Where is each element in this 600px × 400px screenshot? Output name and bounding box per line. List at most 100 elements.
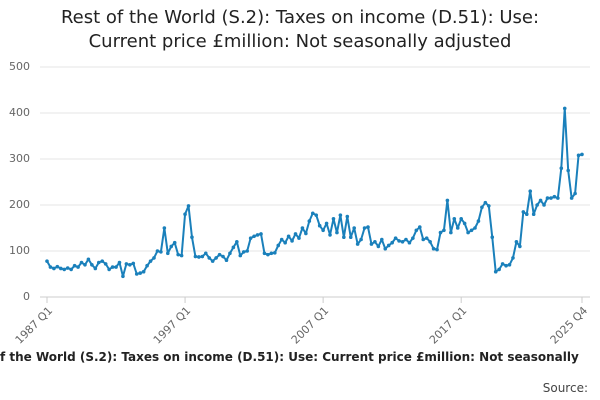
point — [459, 217, 463, 221]
point — [497, 267, 501, 272]
point — [203, 251, 208, 256]
point — [507, 263, 512, 267]
point — [276, 243, 281, 248]
point — [124, 262, 129, 266]
point — [328, 233, 332, 237]
point — [528, 189, 533, 193]
point — [449, 230, 453, 235]
point — [573, 191, 577, 196]
point — [559, 166, 564, 170]
point — [166, 251, 170, 256]
point — [404, 237, 408, 242]
point — [386, 243, 391, 248]
point — [259, 232, 263, 236]
point — [435, 247, 439, 252]
point — [297, 236, 301, 240]
footer-text: f the World (S.2): Taxes on income (D.51… — [0, 350, 579, 364]
point — [169, 244, 174, 249]
point — [531, 212, 536, 216]
point — [324, 221, 329, 226]
point — [359, 237, 363, 242]
point — [83, 263, 87, 267]
point — [345, 214, 350, 219]
y-tick-label: 400 — [9, 106, 30, 119]
point — [338, 213, 343, 217]
point — [114, 265, 118, 269]
point — [176, 252, 180, 257]
point — [428, 240, 432, 244]
x-tick-label: 2025 Q4 — [548, 304, 591, 347]
point — [141, 269, 146, 274]
point — [252, 234, 256, 239]
point — [383, 246, 388, 251]
point — [445, 198, 450, 203]
point — [500, 262, 505, 266]
y-tick-label: 100 — [9, 244, 30, 257]
chart: 0 100 200 300 400 500 1987 Q1 1997 Q1 2007 Q1 201… — [9, 60, 591, 347]
point — [266, 252, 270, 257]
point — [117, 260, 122, 265]
point — [466, 230, 470, 235]
point — [304, 231, 308, 236]
point — [238, 253, 243, 258]
point — [293, 232, 298, 236]
point — [96, 260, 101, 265]
point — [128, 263, 132, 267]
point — [580, 152, 584, 157]
point — [452, 217, 457, 221]
point — [314, 213, 319, 217]
point — [397, 239, 401, 243]
point — [569, 196, 574, 200]
point — [431, 246, 436, 251]
point — [473, 226, 477, 230]
point — [207, 256, 212, 260]
point — [145, 263, 149, 268]
point — [335, 230, 339, 235]
point — [362, 226, 367, 230]
point — [535, 203, 539, 207]
point — [307, 219, 312, 223]
point — [342, 235, 346, 239]
point — [542, 203, 546, 207]
point — [321, 228, 325, 233]
point — [148, 259, 153, 263]
point — [107, 267, 111, 272]
point — [159, 250, 163, 254]
point — [279, 237, 284, 242]
point — [331, 217, 336, 221]
point — [48, 265, 53, 269]
point — [221, 254, 225, 259]
point — [438, 230, 443, 235]
point — [110, 265, 115, 269]
point — [79, 260, 84, 265]
point — [407, 240, 412, 245]
point — [134, 272, 139, 276]
point — [462, 221, 467, 226]
point — [373, 240, 377, 244]
point — [487, 204, 491, 208]
point — [414, 228, 419, 233]
point — [179, 253, 184, 258]
point — [283, 240, 287, 245]
y-tick-label: 0 — [23, 290, 30, 303]
point — [576, 153, 581, 158]
point — [231, 245, 236, 250]
point — [483, 200, 488, 205]
point — [400, 240, 405, 244]
point — [162, 226, 167, 230]
point — [186, 204, 191, 208]
point — [172, 240, 177, 245]
x-tick-label: 2017 Q1 — [427, 304, 470, 347]
point — [480, 205, 484, 210]
line — [46, 107, 583, 278]
point — [52, 266, 56, 271]
y-tick-label: 500 — [9, 60, 30, 73]
y-tick-label: 200 — [9, 198, 30, 211]
point — [300, 226, 305, 230]
point — [424, 236, 429, 240]
point — [310, 211, 315, 216]
point — [390, 240, 394, 245]
point — [93, 266, 98, 271]
point — [200, 254, 205, 259]
point — [152, 256, 156, 260]
